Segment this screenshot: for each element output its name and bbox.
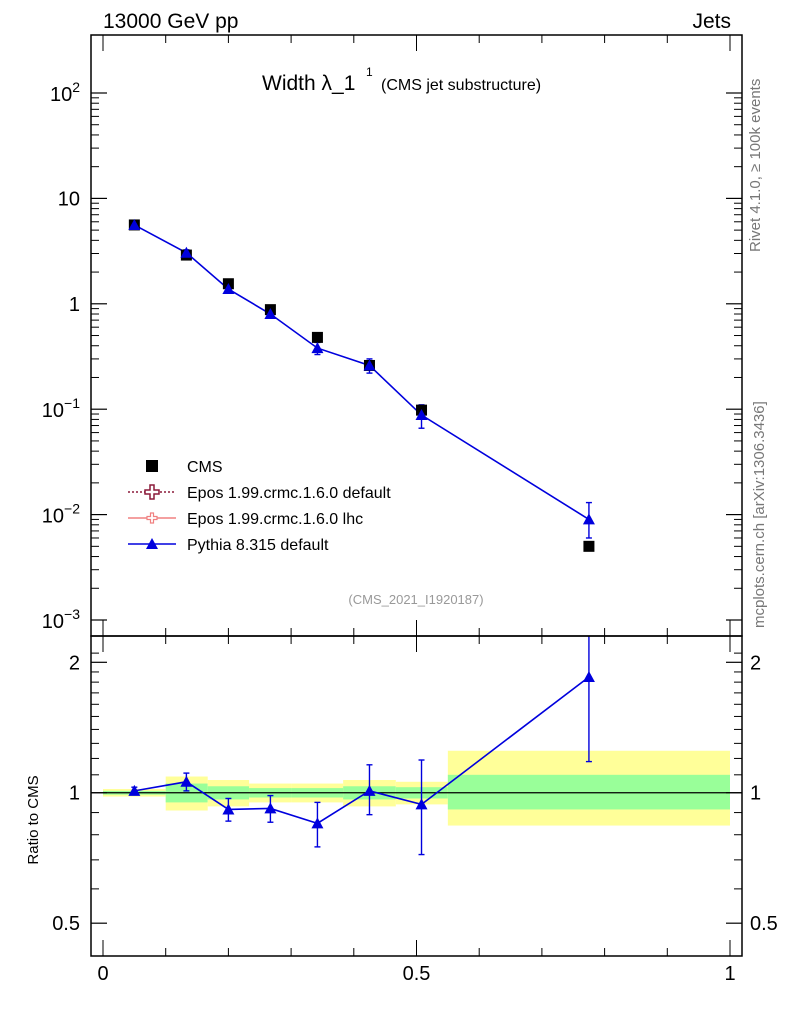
- watermark: (CMS_2021_I1920187): [348, 592, 483, 607]
- ratio-band-inner: [447, 774, 730, 810]
- ratio-y-tick-label: 2: [69, 652, 80, 674]
- legend-epos-lhc-marker: [146, 512, 158, 524]
- ratio-y-tick-label: 1: [69, 783, 80, 805]
- main-panel: 102 10−1 10−2 10−3 10 1 Width λ_1 1 (CMS jet …: [42, 35, 742, 636]
- pythia-point: [128, 218, 141, 230]
- y-tick-label: 102: [50, 79, 80, 106]
- pythia-point: [264, 308, 277, 320]
- ratio-ylabel: Ratio to CMS: [25, 775, 42, 864]
- ratio-y-tick-label: 0.5: [750, 913, 778, 935]
- rivet-label: Rivet 4.1.0, ≥ 100k events: [747, 79, 764, 252]
- ratio-pythia-point: [222, 803, 235, 815]
- ratio-pythia-point: [582, 670, 595, 682]
- legend-cms-marker: [146, 460, 158, 472]
- y-tick-label: 1: [69, 294, 80, 316]
- chart-title-subtitle: (CMS jet substructure): [381, 77, 541, 94]
- pythia-point: [363, 359, 376, 371]
- pythia-point: [415, 409, 428, 421]
- y-tick-label: 10−1: [42, 395, 80, 422]
- ratio-pythia-point: [180, 775, 193, 787]
- x-tick-label: 0: [97, 963, 108, 985]
- ratio-pythia-point: [363, 784, 376, 796]
- legend-epos-default-marker: [144, 484, 160, 500]
- y-tick-label: 10−3: [42, 606, 80, 633]
- pythia-point: [311, 342, 324, 354]
- x-tick-label: 1: [724, 963, 735, 985]
- ratio-pythia-point: [311, 817, 324, 829]
- chart-title: Width λ_1: [262, 72, 355, 95]
- legend: CMS Epos 1.99.crmc.1.6.0 default Epos 1.99…: [128, 459, 391, 554]
- ratio-frame: [90, 635, 743, 957]
- ratio-pythia-point: [264, 802, 277, 814]
- pythia-point: [222, 283, 235, 295]
- pythia-point: [180, 246, 193, 258]
- y-tick-label: 10: [58, 188, 80, 210]
- cms-point: [583, 540, 595, 552]
- ratio-pythia-point: [128, 784, 141, 796]
- legend-label: Epos 1.99.crmc.1.6.0 default: [187, 485, 391, 502]
- legend-label: Pythia 8.315 default: [187, 537, 329, 554]
- legend-label: CMS: [187, 459, 223, 476]
- header-right: Jets: [692, 10, 731, 33]
- ratio-pythia-point: [415, 798, 428, 810]
- ratio-panel: 0.5 0.5 1 1 2 2 Ratio to CMS: [25, 636, 778, 956]
- pythia-point: [582, 513, 595, 525]
- ratio-y-tick-label: 0.5: [52, 913, 80, 935]
- legend-label: Epos 1.99.crmc.1.6.0 lhc: [187, 511, 363, 528]
- y-tick-label: 10−2: [42, 501, 80, 528]
- legend-pythia-marker: [146, 538, 158, 549]
- header-left: 13000 GeV pp: [103, 10, 238, 33]
- chart-title-superscript: 1: [366, 65, 373, 79]
- x-tick-label: 0.5: [403, 963, 431, 985]
- pythia-line: [133, 224, 590, 521]
- cms-point: [311, 331, 323, 343]
- ratio-pythia-line: [134, 676, 590, 825]
- ratio-y-tick-label: 2: [750, 652, 761, 674]
- mcplots-label: mcplots.cern.ch [arXiv:1306.3436]: [751, 401, 768, 628]
- ratio-y-tick-label: 1: [750, 783, 761, 805]
